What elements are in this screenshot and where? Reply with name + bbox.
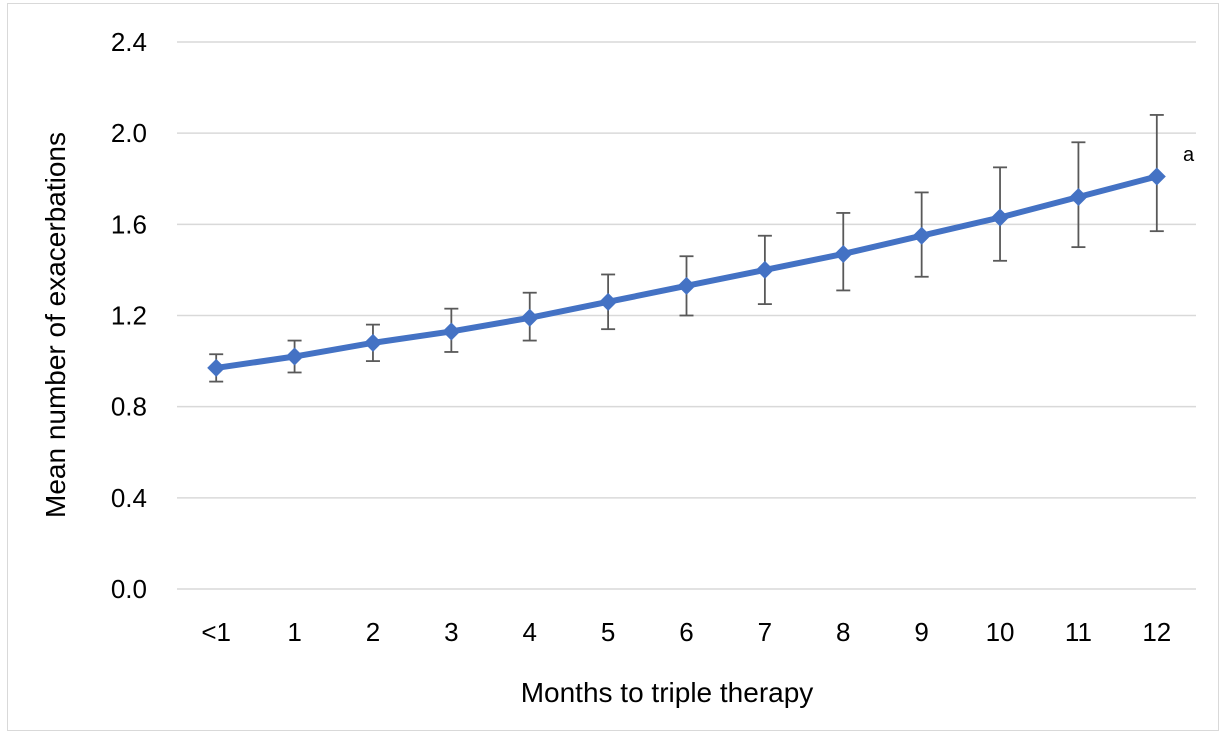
data-point-marker	[363, 333, 382, 352]
x-tick-label: 11	[1065, 617, 1092, 647]
error-bars	[209, 114, 1164, 383]
data-point-marker	[207, 358, 226, 377]
data-point-marker	[1069, 187, 1088, 206]
data-point-marker	[285, 347, 304, 366]
y-tick-label: 0.8	[111, 392, 147, 422]
data-point-marker	[520, 308, 539, 327]
x-tick-label: 12	[1142, 617, 1171, 647]
data-point-marker	[912, 226, 931, 245]
y-tick-label: 1.6	[111, 209, 147, 239]
x-tick-label: 6	[679, 617, 693, 647]
x-axis-ticks: <1 1 2 3 4 5 6 7 8 9 10 11 12	[201, 617, 1171, 647]
y-tick-label: 2.0	[111, 118, 147, 148]
y-axis-title: Mean number of exacerbations	[40, 132, 71, 518]
data-point-marker	[599, 292, 618, 311]
data-point-marker	[1147, 167, 1166, 186]
y-tick-label: 1.2	[111, 301, 147, 331]
y-axis-ticks: 0.0 0.4 0.8 1.2 1.6 2.0 2.4	[111, 27, 147, 604]
x-tick-label: 9	[914, 617, 928, 647]
x-tick-label: 7	[758, 617, 772, 647]
data-point-marker	[834, 244, 853, 263]
x-tick-label: 2	[366, 617, 380, 647]
data-point-marker	[677, 276, 696, 295]
x-tick-label: 1	[287, 617, 301, 647]
y-tick-label: 0.4	[111, 483, 147, 513]
x-tick-label: 10	[986, 617, 1015, 647]
data-point-marker	[442, 322, 461, 341]
y-tick-label: 2.4	[111, 27, 147, 57]
data-point-marker	[755, 260, 774, 279]
x-tick-label: 3	[444, 617, 458, 647]
series-group	[207, 167, 1166, 377]
y-tick-label: 0.0	[111, 574, 147, 604]
x-tick-label: 8	[836, 617, 850, 647]
gridlines	[177, 41, 1196, 590]
x-axis-title: Months to triple therapy	[521, 677, 814, 708]
x-tick-label: <1	[201, 617, 231, 647]
annotation-label: a	[1183, 144, 1195, 166]
x-tick-label: 5	[601, 617, 615, 647]
data-point-marker	[991, 208, 1010, 227]
x-tick-label: 4	[522, 617, 536, 647]
